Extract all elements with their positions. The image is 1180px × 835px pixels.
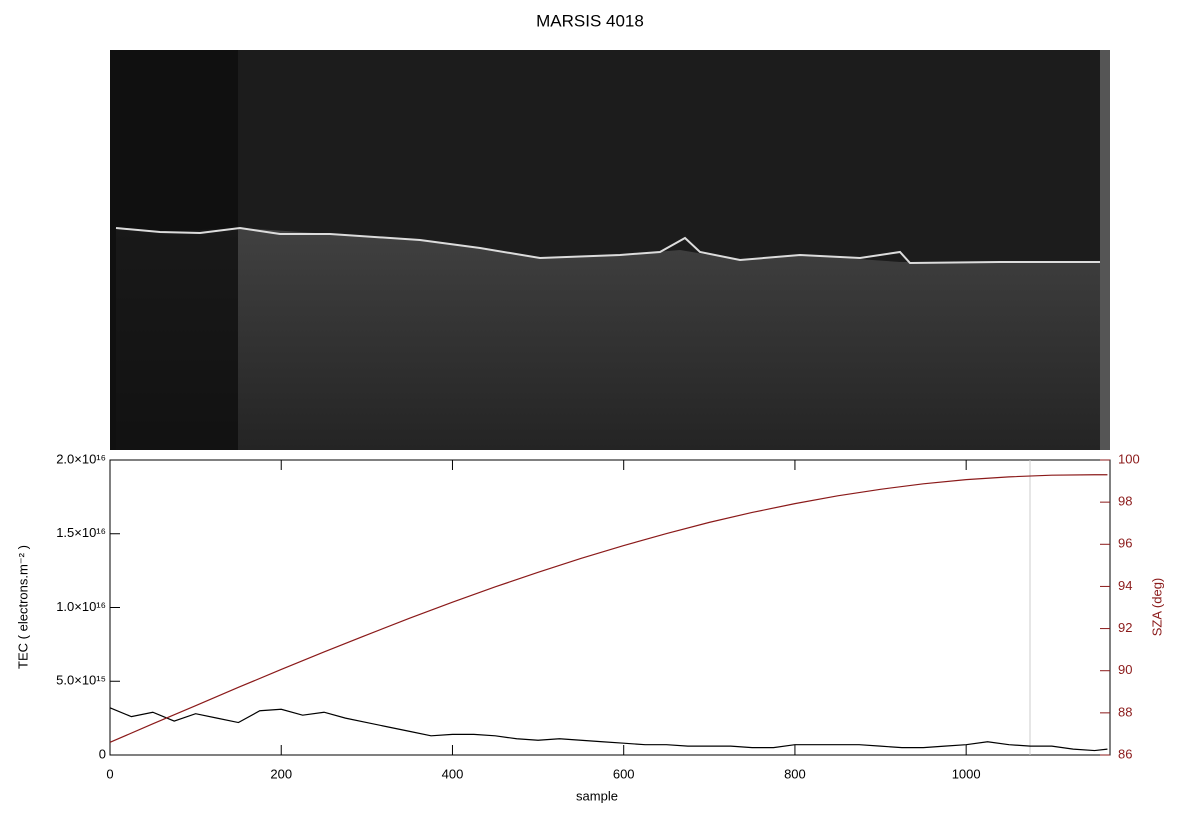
y2-axis-label: SZA (deg) [1149,578,1164,637]
x-tick-label: 600 [613,766,635,781]
y-tick-label: 5.0×10¹⁵ [56,673,106,688]
y2-tick-label: 98 [1118,494,1132,509]
x-tick-label: 0 [106,766,113,781]
y-tick-label: 1.5×10¹⁶ [56,525,106,540]
x-tick-label: 200 [270,766,292,781]
y2-tick-label: 96 [1118,536,1132,551]
x-tick-label: 800 [784,766,806,781]
chart-title: MARSIS 4018 [536,11,644,30]
y-tick-label: 0 [99,746,106,761]
y-tick-label: 2.0×10¹⁶ [56,451,106,466]
data-line [109,707,1108,752]
x-tick-label: 1000 [952,766,981,781]
y2-tick-label: 92 [1118,620,1132,635]
y2-tick-label: 88 [1118,704,1132,719]
y2-tick-label: 100 [1118,451,1140,466]
radargram [110,50,1110,450]
y2-tick-label: 90 [1118,662,1132,677]
y2-tick-label: 94 [1118,578,1132,593]
data-line [109,474,1108,743]
x-axis-label: sample [576,788,618,803]
y-tick-label: 1.0×10¹⁶ [56,599,106,614]
x-tick-label: 400 [442,766,464,781]
y2-tick-label: 86 [1118,746,1132,761]
y-axis-label: TEC ( electrons.m⁻² ) [15,545,30,669]
